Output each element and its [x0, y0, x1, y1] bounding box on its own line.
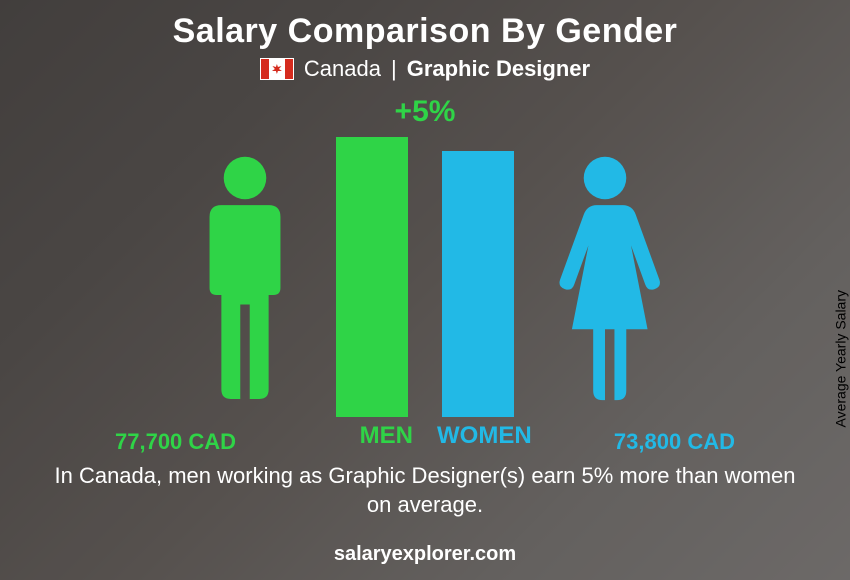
- subtitle-row: Canada | Graphic Designer: [0, 56, 850, 82]
- delta-label: +5%: [395, 95, 456, 129]
- canada-flag-icon: [260, 58, 294, 80]
- man-icon: [185, 152, 305, 417]
- women-label: WOMEN: [437, 422, 567, 450]
- page-title: Salary Comparison By Gender: [0, 12, 850, 51]
- y-axis-label: Average Yearly Salary: [832, 290, 848, 428]
- men-label: MEN: [283, 422, 413, 450]
- bar-group: [336, 137, 514, 417]
- bar-women: [442, 151, 514, 417]
- subtitle-separator: |: [391, 56, 397, 82]
- caption-text: In Canada, men working as Graphic Design…: [40, 461, 810, 520]
- subtitle-role: Graphic Designer: [407, 56, 590, 82]
- women-salary: 73,800 CAD: [614, 429, 735, 455]
- bar-men: [336, 137, 408, 417]
- woman-icon: [545, 152, 665, 417]
- men-salary: 77,700 CAD: [115, 429, 236, 455]
- subtitle-country: Canada: [304, 56, 381, 82]
- infographic-stage: Salary Comparison By Gender Canada | Gra…: [0, 0, 850, 580]
- axis-labels: 77,700 CAD MEN WOMEN 73,800 CAD: [0, 417, 850, 455]
- chart-area: +5% 77,700 CAD MEN WO: [0, 95, 850, 455]
- footer-source: salaryexplorer.com: [0, 543, 850, 566]
